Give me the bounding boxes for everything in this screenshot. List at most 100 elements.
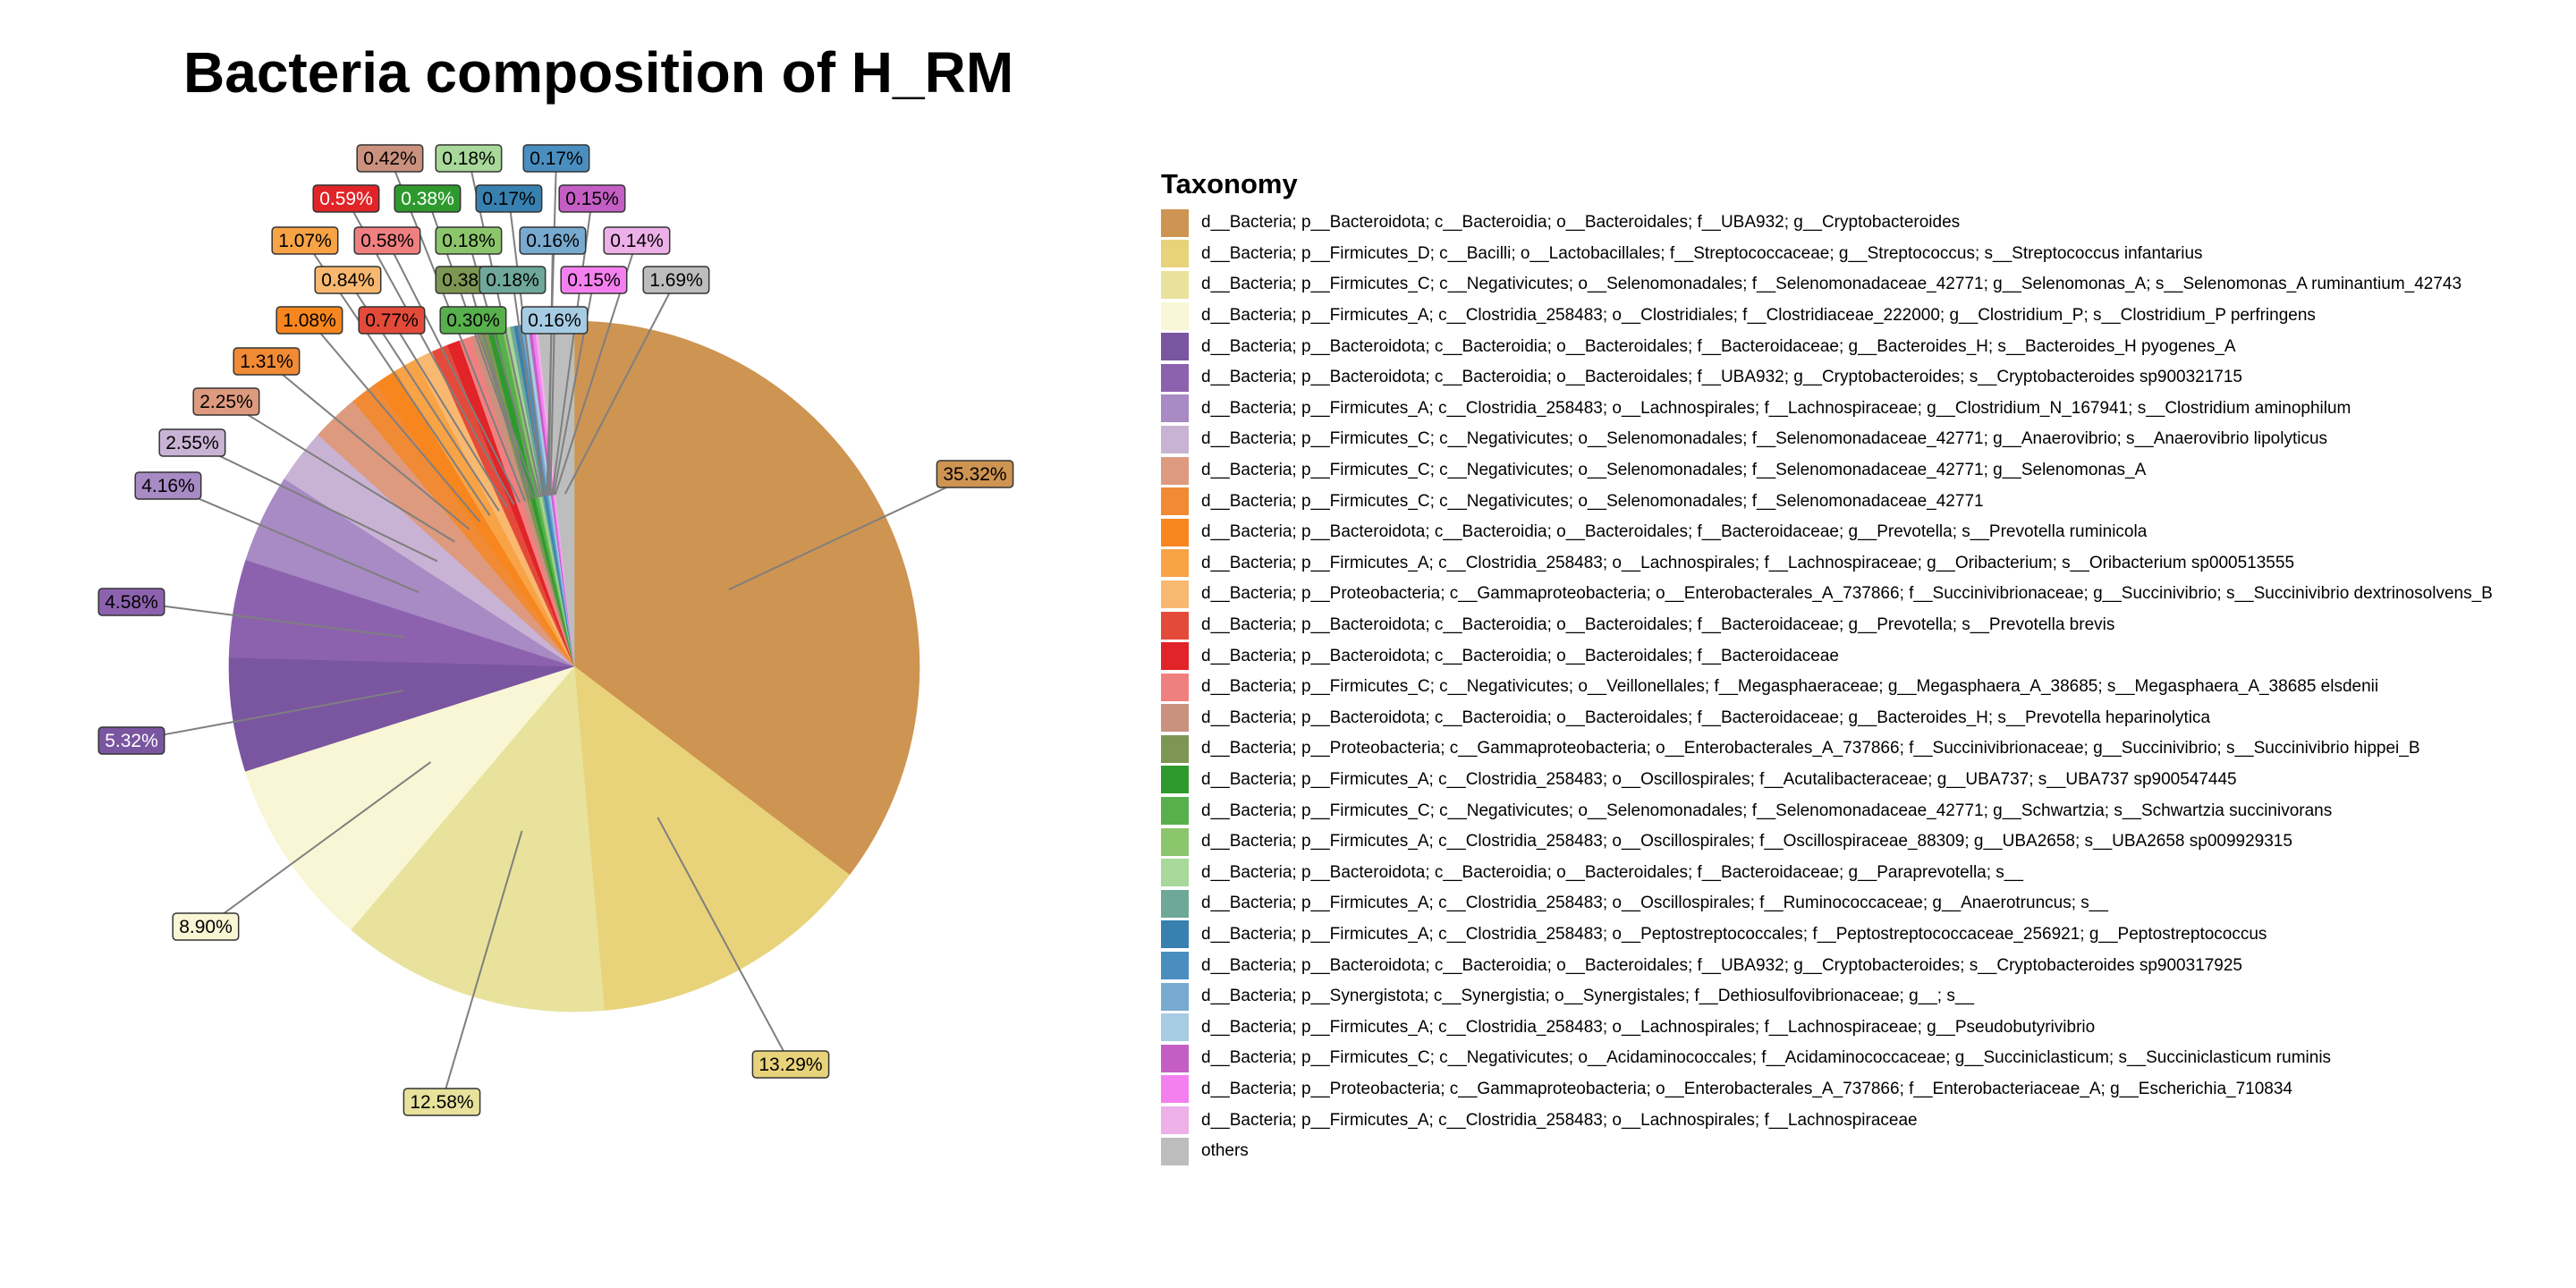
percent-label-text: 5.32% <box>105 731 158 751</box>
legend-item: d__Bacteria; p__Bacteroidota; c__Bactero… <box>1161 857 2493 888</box>
legend-swatch <box>1161 425 1189 453</box>
percent-label-box <box>521 306 589 335</box>
legend-swatch <box>1161 456 1189 485</box>
percent-label: 0.38% <box>394 184 462 213</box>
pie-chart: 35.32% 13.29% 12.58% 8.90% 5.32% 4.58% 4.16% 2.… <box>97 144 1014 1116</box>
percent-label-text: 2.25% <box>199 392 253 412</box>
percent-label-box <box>558 184 626 213</box>
percent-label-text: 0.38% <box>401 189 454 209</box>
legend-items: d__Bacteria; p__Bacteroidota; c__Bactero… <box>1161 208 2493 1166</box>
legend-swatch <box>1161 952 1189 980</box>
percent-label-box <box>522 144 590 173</box>
percent-label: 0.84% <box>314 266 382 294</box>
leader-line <box>728 473 976 591</box>
percent-label: 0.58% <box>353 226 421 255</box>
percent-label-text: 0.42% <box>363 148 417 169</box>
leader-line <box>508 198 547 496</box>
legend-label: d__Bacteria; p__Bacteroidota; c__Bactero… <box>1201 213 1961 233</box>
legend-label: d__Bacteria; p__Firmicutes_A; c__Clostri… <box>1201 894 2108 913</box>
legend-swatch <box>1161 208 1189 237</box>
legend-item: d__Bacteria; p__Firmicutes_A; c__Clostri… <box>1161 1012 2493 1043</box>
legend-label: d__Bacteria; p__Firmicutes_A; c__Clostri… <box>1201 832 2292 852</box>
legend-label: d__Bacteria; p__Firmicutes_C; c__Negativ… <box>1201 275 2462 294</box>
legend-label: d__Bacteria; p__Firmicutes_C; c__Negativ… <box>1201 429 2328 449</box>
legend-swatch <box>1161 1106 1189 1135</box>
leader-line <box>472 319 538 498</box>
legend-label: d__Bacteria; p__Firmicutes_A; c__Clostri… <box>1201 924 2267 944</box>
percent-label-text: 0.77% <box>365 310 419 331</box>
leader-line <box>549 319 555 496</box>
percent-label-text: 0.17% <box>482 189 536 209</box>
percent-label-box <box>275 306 343 335</box>
legend-label: d__Bacteria; p__Firmicutes_A; c__Clostri… <box>1201 553 2295 572</box>
percent-label-box <box>271 226 339 255</box>
legend-swatch <box>1161 859 1189 887</box>
legend-item: d__Bacteria; p__Firmicutes_C; c__Negativ… <box>1161 795 2493 826</box>
legend-label: d__Bacteria; p__Proteobacteria; c__Gamma… <box>1201 739 2420 758</box>
leader-line <box>131 690 404 741</box>
legend-swatch <box>1161 889 1189 918</box>
legend-title: Taxonomy <box>1161 168 1298 199</box>
percent-label-box <box>435 226 503 255</box>
percent-label: 0.15% <box>558 184 626 213</box>
percent-label: 13.29% <box>751 1050 830 1079</box>
legend-swatch <box>1161 766 1189 794</box>
legend-label: d__Bacteria; p__Bacteroidota; c__Bactero… <box>1201 368 2242 387</box>
percent-label: 1.08% <box>275 306 343 335</box>
percent-label-text: 0.84% <box>321 270 375 291</box>
percent-label-text: 0.16% <box>528 310 581 331</box>
legend-swatch <box>1161 394 1189 423</box>
leader-line <box>386 240 521 504</box>
percent-label-box <box>314 266 382 294</box>
percent-label-box <box>312 184 380 213</box>
leader-line <box>441 830 523 1103</box>
percent-label-box <box>435 144 503 173</box>
percent-label-text: 0.15% <box>567 270 621 291</box>
legend-swatch <box>1161 333 1189 361</box>
percent-label-text: 4.58% <box>105 592 158 613</box>
legend-swatch <box>1161 673 1189 701</box>
percent-label: 0.15% <box>560 266 628 294</box>
percent-label-text: 4.16% <box>141 476 195 496</box>
legend-swatch <box>1161 642 1189 671</box>
legend-item: d__Bacteria; p__Bacteroidota; c__Bactero… <box>1161 703 2493 734</box>
legend-item: d__Bacteria; p__Bacteroidota; c__Bactero… <box>1161 362 2493 394</box>
legend-label: d__Bacteria; p__Firmicutes_C; c__Negativ… <box>1201 1048 2332 1068</box>
percent-label: 4.16% <box>134 471 202 500</box>
percent-label: 1.69% <box>642 266 710 294</box>
legend-label: d__Bacteria; p__Firmicutes_C; c__Negativ… <box>1201 801 2333 820</box>
legend-item: d__Bacteria; p__Bacteroidota; c__Bactero… <box>1161 950 2493 981</box>
percent-label: 0.17% <box>475 184 543 213</box>
percent-label: 0.30% <box>439 306 507 335</box>
percent-label-text: 13.29% <box>758 1055 822 1075</box>
percent-label-text: 35.32% <box>943 464 1006 485</box>
legend-item: d__Bacteria; p__Firmicutes_C; c__Negativ… <box>1161 486 2493 517</box>
percent-label: 0.17% <box>522 144 590 173</box>
pie-slices <box>228 320 920 1013</box>
legend-label: d__Bacteria; p__Bacteroidota; c__Bactero… <box>1201 955 2242 975</box>
legend-item: others <box>1161 1136 2493 1167</box>
percent-label: 0.77% <box>358 306 426 335</box>
percent-label: 12.58% <box>402 1088 481 1116</box>
percent-label: 0.14% <box>603 226 671 255</box>
legend-item: d__Bacteria; p__Firmicutes_A; c__Clostri… <box>1161 765 2493 796</box>
percent-label-box <box>134 471 202 500</box>
legend-label: d__Bacteria; p__Proteobacteria; c__Gamma… <box>1201 1079 2292 1098</box>
legend-item: d__Bacteria; p__Bacteroidota; c__Bactero… <box>1161 517 2493 548</box>
pie-slice <box>350 665 605 1013</box>
leader-line <box>657 817 792 1065</box>
legend-swatch <box>1161 487 1189 516</box>
percent-label: 0.16% <box>519 226 587 255</box>
legend-swatch <box>1161 920 1189 949</box>
percent-label-box <box>519 226 587 255</box>
percent-label-text: 0.58% <box>360 231 414 251</box>
legend-item: d__Bacteria; p__Firmicutes_C; c__Negativ… <box>1161 1043 2493 1074</box>
legend-swatch <box>1161 797 1189 826</box>
legend-item: d__Bacteria; p__Proteobacteria; c__Gamma… <box>1161 1074 2493 1106</box>
legend-swatch <box>1161 1075 1189 1104</box>
legend-item: d__Bacteria; p__Bacteroidota; c__Bactero… <box>1161 208 2493 239</box>
legend-label: d__Bacteria; p__Synergistota; c__Synergi… <box>1201 987 1974 1006</box>
legend-swatch <box>1161 301 1189 330</box>
percent-label: 2.25% <box>192 387 260 416</box>
percent-label-text: 1.08% <box>283 310 336 331</box>
